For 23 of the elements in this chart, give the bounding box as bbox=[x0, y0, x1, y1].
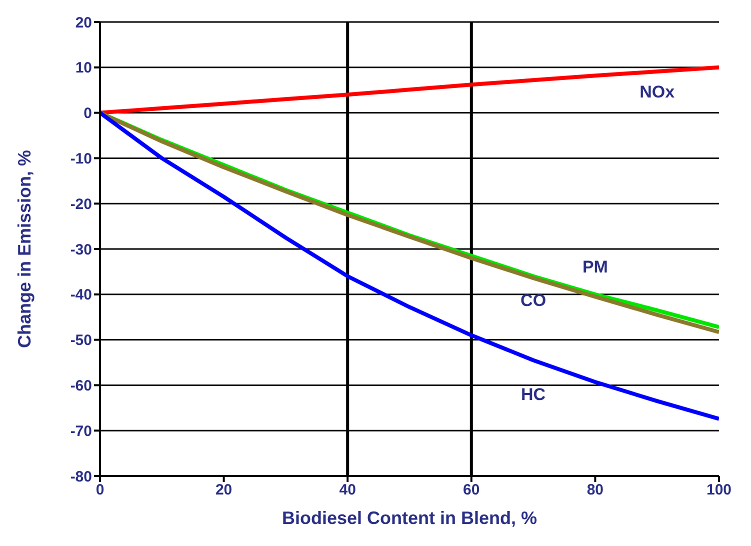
y-tick-label: -60 bbox=[70, 378, 92, 395]
series-label: HC bbox=[521, 385, 546, 404]
series-label: NOx bbox=[640, 82, 676, 102]
x-tick-label: 80 bbox=[586, 482, 604, 499]
series-label: PM bbox=[582, 257, 608, 276]
y-tick-label: -40 bbox=[70, 286, 92, 304]
y-tick-label: -10 bbox=[70, 150, 92, 168]
y-tick-label: 10 bbox=[75, 60, 92, 77]
y-tick-label: -80 bbox=[70, 468, 92, 486]
x-tick-label: 60 bbox=[463, 482, 480, 499]
x-tick-label: 0 bbox=[96, 482, 104, 499]
y-tick-label: 20 bbox=[75, 14, 92, 32]
y-tick-label: -50 bbox=[70, 332, 92, 350]
y-axis-title: Change in Emission, % bbox=[14, 150, 34, 348]
y-tick-label: 0 bbox=[84, 105, 92, 122]
x-tick-label: 20 bbox=[215, 482, 232, 499]
y-tick-label: -30 bbox=[70, 241, 92, 258]
x-tick-label: 40 bbox=[339, 482, 356, 499]
x-axis-title: Biodiesel Content in Blend, % bbox=[282, 508, 538, 528]
series-label: CO bbox=[520, 291, 546, 310]
y-tick-label: -70 bbox=[70, 422, 92, 440]
x-tick-label: 100 bbox=[706, 482, 732, 499]
y-tick-label: -20 bbox=[70, 196, 92, 213]
